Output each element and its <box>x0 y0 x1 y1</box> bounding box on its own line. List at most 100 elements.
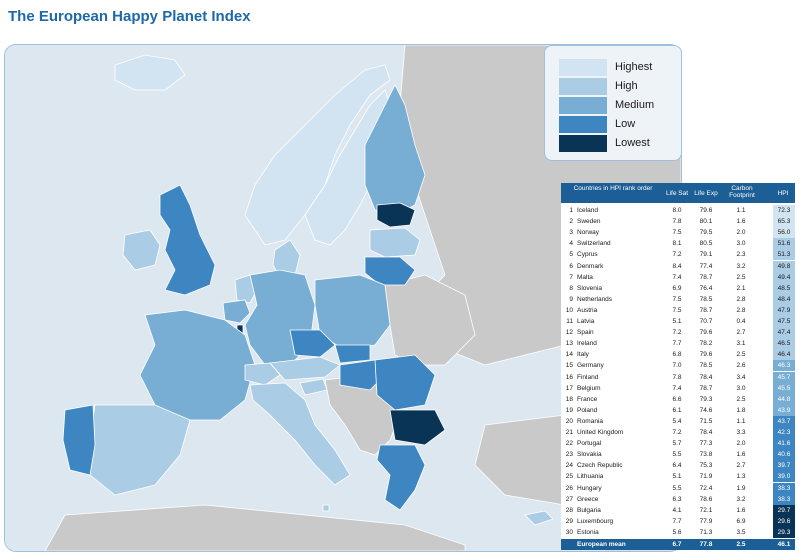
country-slovenia[interactable] <box>299 378 328 396</box>
life-sat-cell: 5.1 <box>672 318 682 325</box>
country-cell: Greece <box>577 495 599 503</box>
table-row: 10 Austria 7.5 78.7 2.8 47.9 <box>561 304 795 316</box>
rank-cell: 21 <box>565 429 573 436</box>
country-belgium[interactable] <box>222 299 251 324</box>
country-cell: Luxembourg <box>577 517 614 525</box>
life-exp-cell: 78.7 <box>699 306 713 314</box>
life-exp-cell: 80.1 <box>699 218 713 226</box>
country-cyprus[interactable] <box>524 510 554 526</box>
life-sat-cell: 7.4 <box>672 384 682 392</box>
carbon-cell: 2.7 <box>736 329 746 337</box>
table-row: 6 Denmark 8.4 77.4 3.2 49.8 <box>561 260 795 272</box>
hpi-cell: 72.3 <box>773 205 795 216</box>
hpi-cell: 29.6 <box>773 515 795 527</box>
country-bulgaria[interactable] <box>389 409 446 446</box>
legend-swatch <box>559 96 607 114</box>
life-sat-cell: 5.5 <box>672 451 682 459</box>
country-cell: Sweden <box>577 218 601 226</box>
country-czech-republic[interactable] <box>289 329 336 358</box>
life-sat-cell: 6.4 <box>672 462 682 470</box>
carbon-cell: 3.3 <box>736 429 746 436</box>
life-exp-cell: 73.8 <box>699 451 713 459</box>
life-exp-cell: 72.4 <box>699 484 713 492</box>
life-sat-cell: 7.5 <box>672 295 682 303</box>
country-ireland[interactable] <box>122 229 161 271</box>
table-row: 15 Germany 7.0 78.5 2.6 46.3 <box>561 360 795 372</box>
carbon-cell: 0.4 <box>736 318 746 325</box>
country-finland[interactable] <box>364 84 426 216</box>
footer-life-sat: 6.7 <box>672 541 682 548</box>
header-carbon: Carbon Footprint <box>729 185 755 199</box>
carbon-cell: 2.0 <box>736 229 746 237</box>
footer-hpi: 46.1 <box>777 541 791 548</box>
carbon-cell: 2.6 <box>736 362 746 370</box>
life-exp-cell: 77.9 <box>699 517 713 525</box>
legend-swatch <box>559 115 607 133</box>
hpi-cell: 40.6 <box>773 449 795 461</box>
country-poland[interactable] <box>314 274 391 351</box>
hpi-cell: 39.0 <box>773 471 795 483</box>
country-lithuania[interactable] <box>364 256 416 286</box>
rank-cell: 14 <box>565 351 573 359</box>
legend-item: High <box>559 77 638 95</box>
country-cell: Iceland <box>577 207 598 214</box>
rank-cell: 18 <box>565 395 573 403</box>
table-footer: European mean 6.7 77.8 2.5 46.1 <box>561 539 795 550</box>
country-romania[interactable] <box>374 354 436 411</box>
legend-item: Lowest <box>559 134 650 152</box>
country-switzerland[interactable] <box>244 362 281 386</box>
rank-cell: 3 <box>569 229 573 237</box>
country-united-kingdom[interactable] <box>159 184 216 296</box>
table-row: 29 Luxembourg 7.7 77.9 6.9 29.6 <box>561 515 795 527</box>
carbon-cell: 1.1 <box>736 207 746 214</box>
legend-label: High <box>615 80 638 92</box>
country-cell: Latvia <box>577 318 595 325</box>
country-cell: United Kingdom <box>577 429 624 436</box>
life-exp-cell: 75.3 <box>699 462 713 470</box>
life-sat-cell: 6.8 <box>672 351 682 359</box>
hpi-cell: 43.9 <box>773 404 795 416</box>
map-legend: Highest High Medium Low Lowest <box>544 45 682 161</box>
rank-cell: 19 <box>565 406 573 414</box>
country-france[interactable] <box>139 309 256 421</box>
country-estonia[interactable] <box>376 202 416 228</box>
country-slovakia[interactable] <box>334 344 371 364</box>
rank-cell: 9 <box>569 295 573 303</box>
life-sat-cell: 5.4 <box>672 417 682 425</box>
country-norway[interactable] <box>244 64 391 246</box>
hpi-cell: 42.3 <box>773 427 795 438</box>
rank-cell: 11 <box>566 318 573 325</box>
country-cell: Spain <box>577 329 594 337</box>
life-sat-cell: 7.2 <box>672 329 682 337</box>
hpi-cell: 49.4 <box>773 271 795 283</box>
rank-cell: 28 <box>565 506 573 514</box>
table-row: 17 Belgium 7.4 78.7 3.0 45.5 <box>561 382 795 394</box>
country-iceland[interactable] <box>114 54 186 91</box>
life-exp-cell: 71.9 <box>699 473 713 481</box>
carbon-cell: 1.6 <box>736 506 746 514</box>
carbon-cell: 3.0 <box>736 240 746 248</box>
country-cell: Denmark <box>577 262 604 270</box>
country-cell: Lithuania <box>577 473 604 481</box>
country-portugal[interactable] <box>62 404 96 476</box>
country-greece[interactable] <box>376 444 426 511</box>
country-cell: Poland <box>577 406 598 414</box>
carbon-cell: 3.5 <box>736 528 746 536</box>
carbon-cell: 1.9 <box>736 484 746 492</box>
country-italy[interactable] <box>249 382 351 486</box>
legend-item: Highest <box>559 58 652 76</box>
table-row: 12 Spain 7.2 79.6 2.7 47.4 <box>561 327 795 339</box>
country-latvia[interactable] <box>369 227 421 258</box>
country-malta[interactable] <box>322 504 330 512</box>
carbon-cell: 6.9 <box>736 517 746 525</box>
country-austria[interactable] <box>269 356 341 381</box>
carbon-cell: 3.1 <box>736 340 746 348</box>
rank-cell: 4 <box>569 240 573 248</box>
country-cell: Portugal <box>577 440 602 448</box>
country-cell: France <box>577 395 598 403</box>
life-exp-cell: 78.7 <box>699 384 713 392</box>
country-cell: Slovenia <box>577 284 602 292</box>
hpi-cell: 46.5 <box>773 338 795 350</box>
life-exp-cell: 78.4 <box>699 373 713 381</box>
life-exp-cell: 79.6 <box>699 207 713 214</box>
